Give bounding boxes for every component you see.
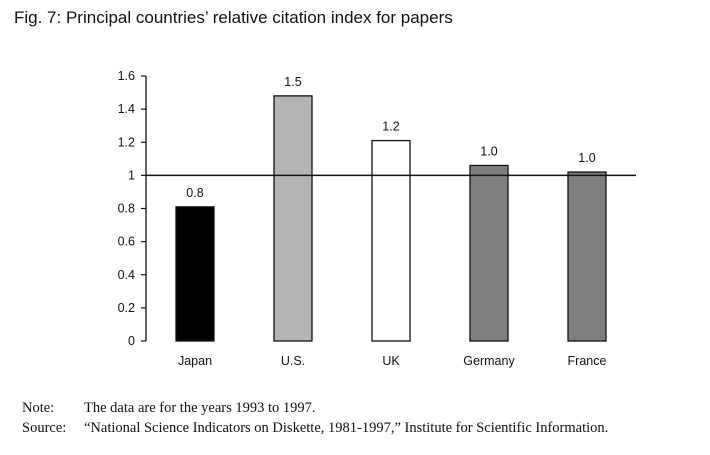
chart-notes: Note: The data are for the years 1993 to… [22,398,608,438]
y-tick-label: 1.4 [118,102,135,116]
bar-value-label: 1.5 [284,75,301,89]
y-tick-label: 1 [128,168,135,182]
bar [469,164,509,342]
y-tick-label: 0.6 [118,235,135,249]
x-category-label: UK [382,354,400,368]
chart-title: Fig. 7: Principal countries’ relative ci… [14,8,453,27]
source-label: Source: [22,420,67,436]
note-row: Note: The data are for the years 1993 to… [22,398,608,418]
y-tick-label: 0.4 [118,268,135,282]
bar-value-label: 1.0 [480,144,497,158]
y-tick-label: 0.2 [118,301,135,315]
note-text: The data are for the years 1993 to 1997. [84,400,316,416]
x-category-label: Japan [178,354,212,368]
y-tick-label: 0 [128,334,135,348]
bar [273,95,313,342]
source-row: Source: “National Science Indicators on … [22,418,608,438]
bar [567,171,607,342]
x-category-label: France [568,354,607,368]
bar-value-label: 1.0 [578,151,595,165]
y-tick-label: 1.6 [118,69,135,83]
y-tick-label: 1.2 [118,135,135,149]
x-category-label: Germany [463,354,515,368]
bar [371,139,411,342]
source-text: “National Science Indicators on Diskette… [84,420,609,436]
note-label: Note: [22,400,55,416]
bar-chart: 0 0.2 0.4 0.6 0.8 1 1.2 1.4 1.6 0.8 Japan 1.5 U.S. 1.… [118,69,636,368]
bar [175,206,215,342]
bar-value-label: 0.8 [186,186,203,200]
bar-value-label: 1.2 [382,120,399,134]
x-category-label: U.S. [281,354,305,368]
y-tick-label: 0.8 [118,202,135,216]
